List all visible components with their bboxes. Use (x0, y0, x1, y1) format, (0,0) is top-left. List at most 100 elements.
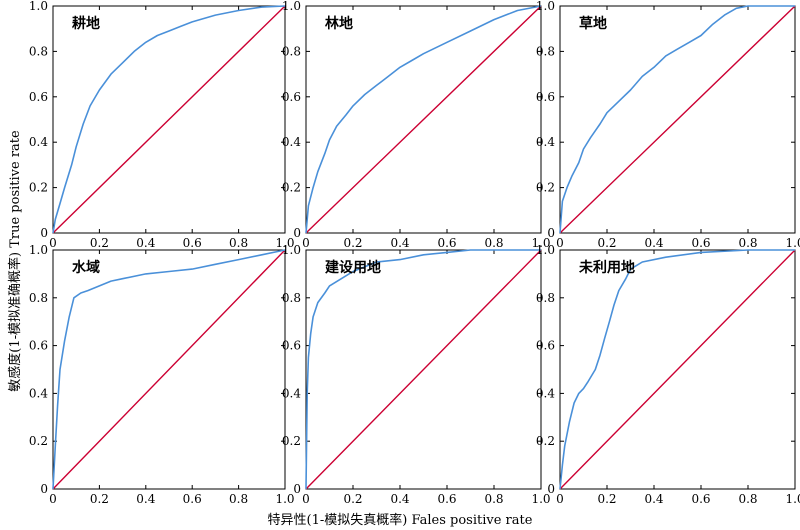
y-tick-label: 0.4 (29, 135, 48, 149)
y-tick-label: 0.8 (29, 291, 48, 305)
y-tick-label: 0 (547, 226, 555, 240)
roc-curve (559, 5, 795, 234)
panel-title: 草地 (579, 15, 607, 32)
plot-frame (559, 249, 796, 490)
y-tick-label: 0.2 (282, 434, 301, 448)
y-tick-label: 0.6 (282, 90, 301, 104)
plot-frame (559, 5, 796, 234)
x-tick-label: 0 (556, 236, 564, 250)
x-tick-label: 0.4 (644, 236, 663, 250)
x-tick-label: 1.0 (531, 236, 550, 250)
x-tick-label: 0.6 (437, 236, 456, 250)
y-tick-label: 0 (547, 482, 555, 496)
x-tick-label: 1.0 (275, 236, 294, 250)
x-tick-label: 0 (49, 492, 57, 506)
panel-title: 耕地 (72, 15, 100, 32)
x-tick-label: 0.6 (437, 492, 456, 506)
y-tick-label: 1.0 (536, 243, 555, 257)
x-tick-label: 0.2 (343, 492, 362, 506)
roc-curve (52, 5, 286, 234)
roc-panel-4: 0 0.2 0.4 0.6 0.8 1.0 0 0.2 0.4 0.6 0.8 1.0 水域 (29, 243, 295, 506)
roc-curve (52, 249, 286, 490)
panel-title: 建设用地 (325, 259, 381, 276)
y-tick-label: 0.2 (536, 181, 555, 195)
x-tick-label: 0 (302, 492, 310, 506)
roc-panel-1: 0 0.2 0.4 0.6 0.8 1.0 0 0.2 0.4 0.6 0.8 1.0 耕地 (29, 0, 295, 250)
x-tick-label: 1.0 (531, 492, 550, 506)
y-axis-label: 敏感度(1-模拟准确概率) True positive rate (8, 130, 23, 392)
diagonal-reference-line (559, 249, 796, 490)
x-tick-label: 0.2 (343, 236, 362, 250)
y-tick-label: 0.6 (536, 339, 555, 353)
x-tick-label: 0.4 (136, 492, 155, 506)
diagonal-reference-line (52, 249, 286, 490)
x-tick-label: 1.0 (275, 492, 294, 506)
x-tick-label: 0.6 (183, 236, 202, 250)
roc-panel-2: 0 0.2 0.4 0.6 0.8 1.0 0 0.2 0.4 0.6 0.8 1.0 林地 (282, 0, 551, 250)
x-tick-label: 0 (302, 236, 310, 250)
y-tick-label: 0.6 (282, 339, 301, 353)
y-tick-label: 0.2 (536, 434, 555, 448)
x-tick-label: 0.4 (644, 492, 663, 506)
x-tick-label: 1.0 (785, 492, 800, 506)
y-tick-label: 0.8 (282, 291, 301, 305)
roc-panel-3: 0 0.2 0.4 0.6 0.8 1.0 0 0.2 0.4 0.6 0.8 1.0 草地 (536, 0, 800, 250)
y-tick-label: 0.2 (29, 181, 48, 195)
x-tick-label: 0.2 (90, 236, 109, 250)
x-tick-label: 0.2 (597, 236, 616, 250)
roc-panel-6: 0 0.2 0.4 0.6 0.8 1.0 0 0.2 0.4 0.6 0.8 1.0 未利用地 (536, 243, 800, 506)
y-tick-label: 1.0 (29, 243, 48, 257)
y-tick-label: 0.4 (282, 386, 301, 400)
x-tick-label: 0.2 (90, 492, 109, 506)
x-tick-label: 1.0 (785, 236, 800, 250)
roc-curve (305, 5, 542, 234)
x-tick-label: 0.6 (183, 492, 202, 506)
diagonal-reference-line (559, 5, 796, 234)
x-tick-label: 0.8 (484, 492, 503, 506)
y-tick-label: 1.0 (282, 243, 301, 257)
y-tick-label: 0.2 (29, 434, 48, 448)
y-tick-label: 0 (293, 482, 301, 496)
x-tick-label: 0 (49, 236, 57, 250)
diagonal-reference-line (305, 249, 542, 490)
y-tick-label: 0.2 (282, 181, 301, 195)
y-tick-label: 0 (293, 226, 301, 240)
roc-curve (305, 249, 541, 490)
y-tick-label: 0.4 (536, 386, 555, 400)
y-tick-label: 1.0 (282, 0, 301, 13)
y-tick-label: 0.4 (282, 135, 301, 149)
roc-curve (559, 249, 795, 490)
y-tick-label: 0 (40, 226, 48, 240)
x-tick-label: 0.8 (484, 236, 503, 250)
panel-title: 未利用地 (579, 259, 635, 276)
diagonal-reference-line (305, 5, 542, 234)
y-tick-label: 0.4 (29, 386, 48, 400)
x-tick-label: 0.2 (597, 492, 616, 506)
x-tick-label: 0.4 (136, 236, 155, 250)
x-tick-label: 0.8 (229, 236, 248, 250)
x-tick-label: 0.8 (738, 492, 757, 506)
x-tick-label: 0.4 (390, 492, 409, 506)
plot-frame (52, 5, 286, 234)
y-tick-label: 0.8 (282, 44, 301, 58)
x-tick-label: 0.8 (229, 492, 248, 506)
y-tick-label: 0.8 (536, 44, 555, 58)
y-tick-label: 0.4 (536, 135, 555, 149)
panel-title: 林地 (325, 15, 353, 32)
x-tick-label: 0.6 (691, 236, 710, 250)
diagonal-reference-line (52, 5, 286, 234)
y-tick-label: 0.6 (29, 339, 48, 353)
roc-panel-5: 0 0.2 0.4 0.6 0.8 1.0 0 0.2 0.4 0.6 0.8 1.0 建设用地 (282, 243, 551, 506)
y-tick-label: 1.0 (29, 0, 48, 13)
plot-frame (305, 249, 542, 490)
x-axis-label: 特异性(1-模拟失真概率) Fales positive rate (267, 513, 533, 528)
panel-title: 水域 (72, 259, 100, 276)
plot-frame (305, 5, 542, 234)
y-tick-label: 0.8 (29, 44, 48, 58)
plot-frame (52, 249, 286, 490)
x-tick-label: 0.8 (738, 236, 757, 250)
y-tick-label: 1.0 (536, 0, 555, 13)
x-tick-label: 0.4 (390, 236, 409, 250)
y-tick-label: 0 (40, 482, 48, 496)
